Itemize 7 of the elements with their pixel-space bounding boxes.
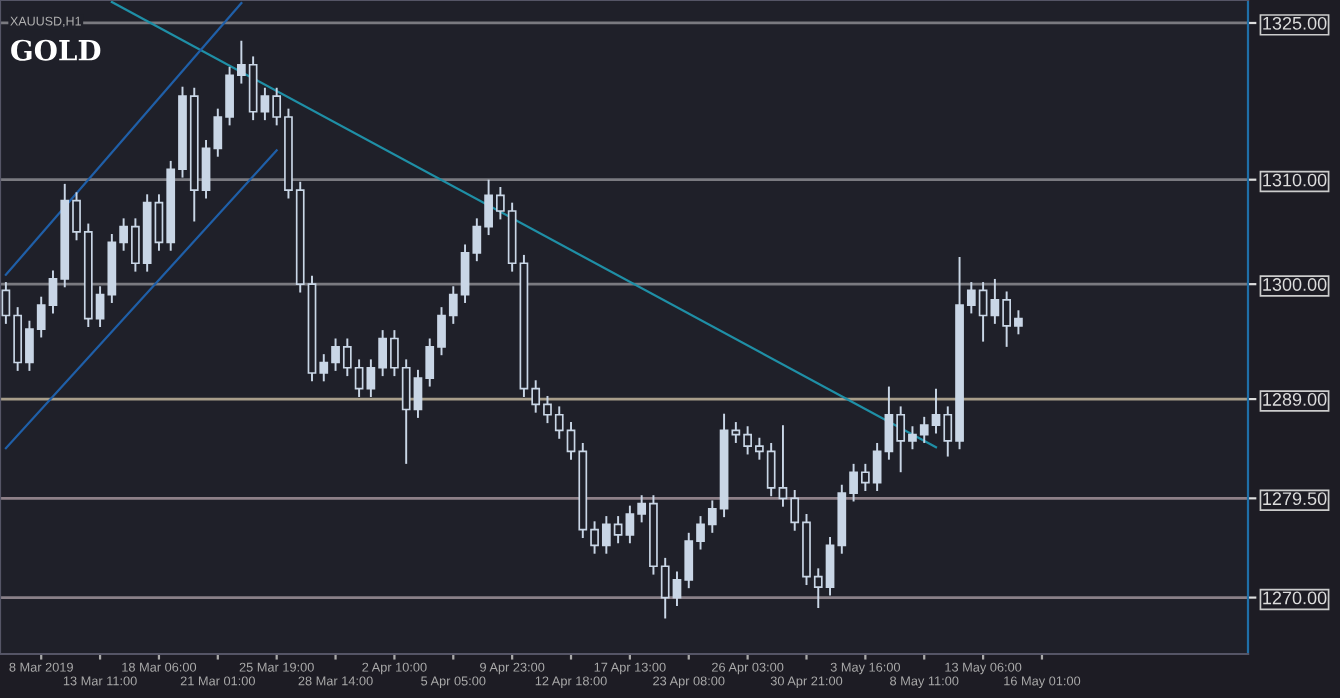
- y-tick-label: 1300.00: [1263, 278, 1327, 291]
- text: GOLD: [11, 39, 101, 61]
- y-tick-label: 1270.00: [1263, 591, 1327, 605]
- y-tick-label: 1310.00: [1263, 173, 1327, 187]
- y-tick-label: 1279.50: [1263, 492, 1327, 506]
- y-tick-label: 1325.00: [1263, 16, 1327, 30]
- y-tick-label: 1289.00: [1263, 393, 1327, 406]
